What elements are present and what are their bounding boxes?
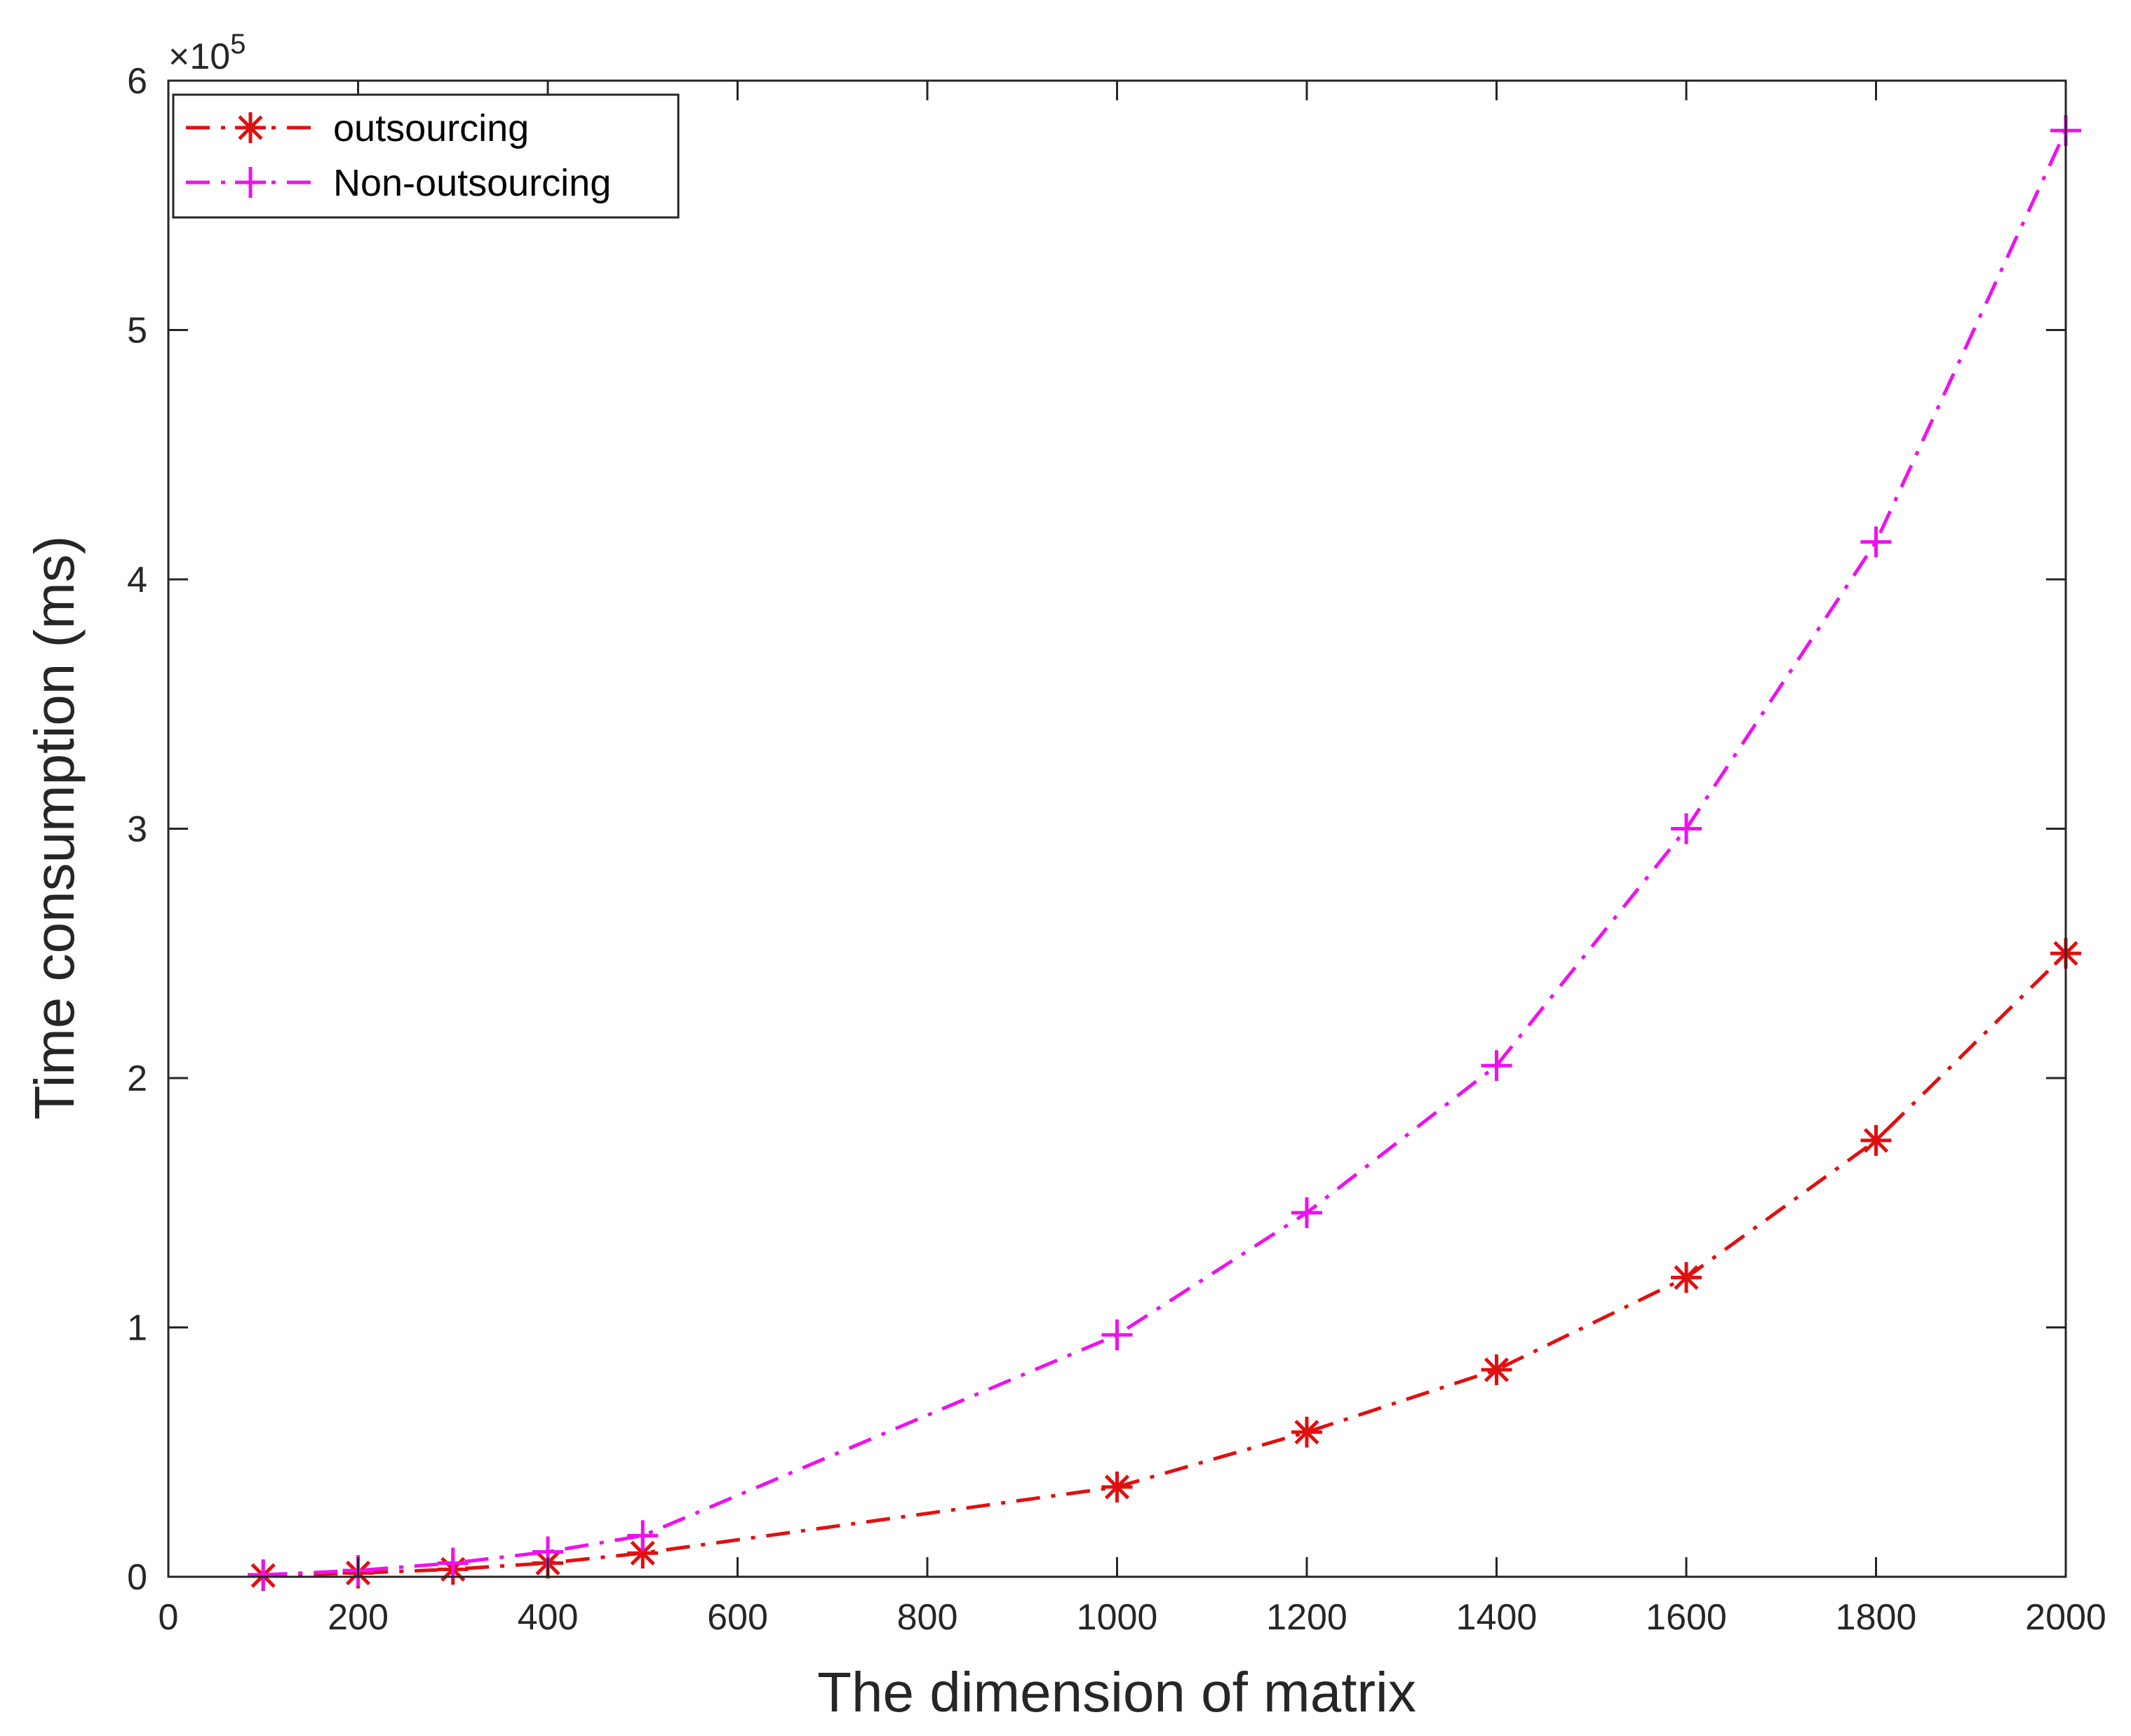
data-point-non-outsourcing (437, 1547, 469, 1579)
data-point-non-outsourcing (248, 1559, 279, 1591)
data-point-outsourcing (1860, 1124, 1892, 1156)
x-tick-label: 1400 (1456, 1597, 1538, 1638)
x-tick-label: 600 (707, 1597, 768, 1638)
y-tick-label: 2 (127, 1058, 147, 1099)
y-axis-exponent-power: 5 (230, 29, 246, 60)
y-tick-label: 0 (127, 1557, 147, 1598)
data-point-outsourcing (1481, 1354, 1512, 1385)
y-axis-exponent: ×105 (168, 29, 246, 77)
data-point-outsourcing (1101, 1472, 1133, 1503)
x-axis-title: The dimension of matrix (817, 1661, 1416, 1723)
legend-marker-outsourcing (235, 112, 266, 143)
x-axis-ticks: 0 200 400 600 800 1000 1200 1400 1600 1800 2000 (159, 81, 2106, 1638)
x-tick-label: 0 (159, 1597, 179, 1638)
legend-label: Non-outsourcing (333, 162, 611, 204)
x-tick-label: 1000 (1077, 1597, 1158, 1638)
x-tick-label: 400 (518, 1597, 579, 1638)
data-point-non-outsourcing (1671, 813, 1702, 845)
y-tick-label: 5 (127, 311, 147, 351)
y-tick-label: 3 (127, 809, 147, 850)
x-tick-label: 800 (897, 1597, 958, 1638)
data-point-outsourcing (1671, 1262, 1702, 1293)
y-tick-label: 1 (127, 1308, 147, 1349)
x-tick-label: 1200 (1266, 1597, 1347, 1638)
data-point-outsourcing (1291, 1416, 1322, 1448)
legend-label: outsourcing (333, 107, 529, 149)
x-tick-label: 1800 (1836, 1597, 1917, 1638)
data-point-non-outsourcing (1291, 1197, 1322, 1228)
legend-box (172, 93, 680, 219)
y-axis-title: Time consumption (ms) (23, 536, 86, 1120)
data-point-non-outsourcing (1860, 526, 1892, 558)
y-axis-ticks: 0 1 2 3 4 5 6 (127, 61, 2066, 1598)
data-point-non-outsourcing (1481, 1050, 1512, 1082)
legend-marker-non-outsourcing (235, 167, 266, 198)
data-point-non-outsourcing (627, 1520, 659, 1552)
y-tick-label: 6 (127, 61, 147, 102)
series-layer (248, 115, 2081, 1592)
data-point-non-outsourcing (1101, 1319, 1133, 1351)
x-tick-label: 1600 (1646, 1597, 1727, 1638)
y-tick-label: 4 (127, 560, 147, 600)
y-axis-exponent-base: ×10 (168, 36, 230, 77)
x-tick-label: 2000 (2025, 1597, 2106, 1638)
legend: outsourcing Non-outsourcing (172, 93, 680, 219)
x-tick-label: 200 (328, 1597, 389, 1638)
